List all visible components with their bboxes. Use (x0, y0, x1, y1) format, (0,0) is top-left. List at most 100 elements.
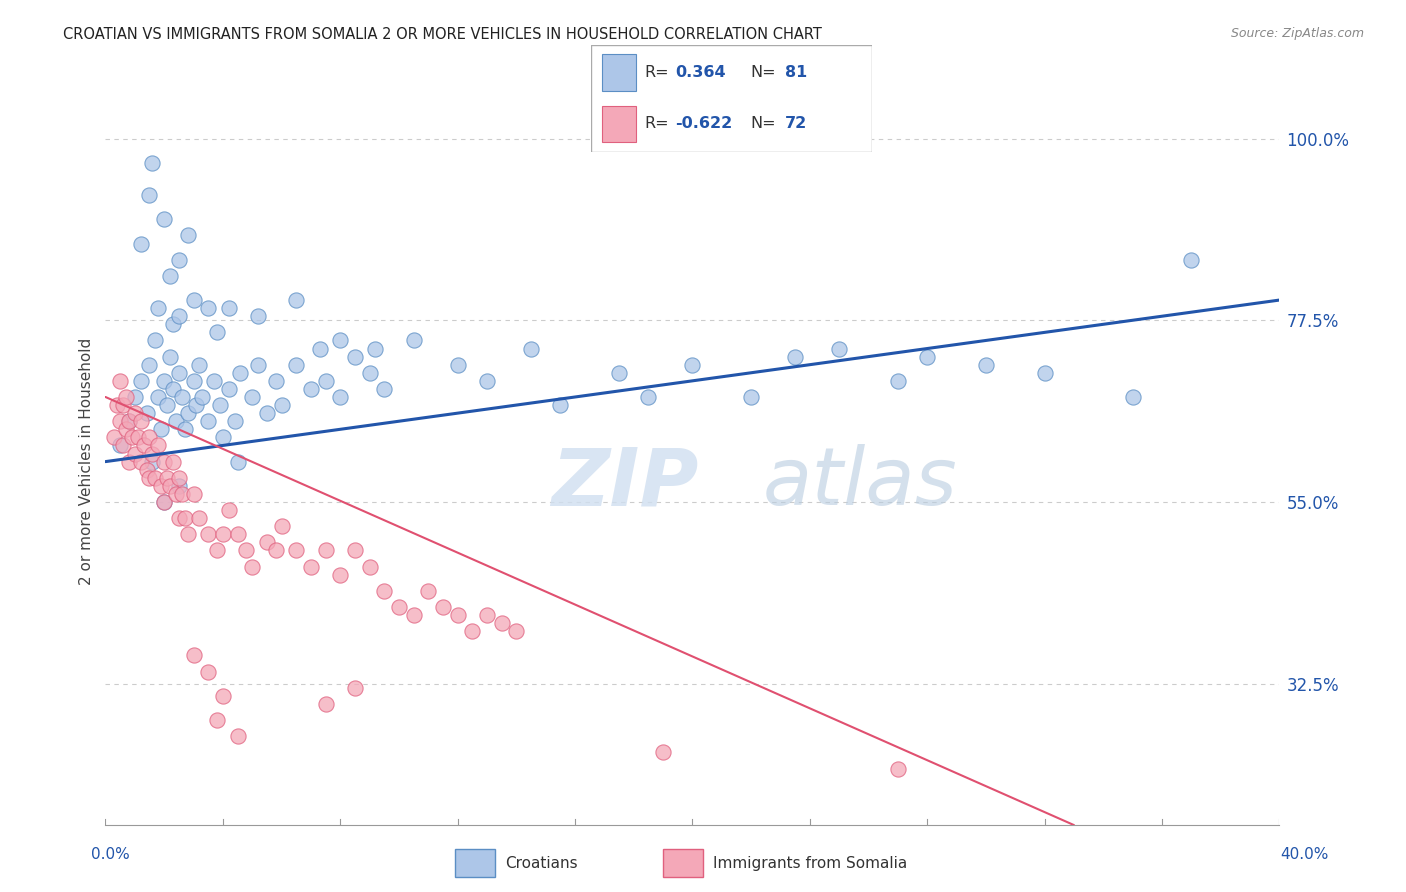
Text: N=: N= (751, 116, 776, 131)
Text: atlas: atlas (763, 444, 957, 523)
Point (343, 350, 366, 364)
Point (828, 342, 851, 356)
Point (1122, 390, 1144, 404)
Point (418, 583, 440, 598)
Point (135, 406, 157, 420)
Point (108, 374, 131, 388)
Point (226, 455, 249, 469)
Point (143, 334, 166, 348)
Point (115, 422, 138, 436)
Point (138, 471, 160, 485)
Point (550, 398, 572, 412)
Point (127, 430, 149, 444)
Point (388, 600, 411, 615)
Point (359, 366, 381, 380)
Point (447, 608, 470, 623)
Point (176, 228, 198, 243)
Point (1180, 252, 1202, 267)
Point (197, 301, 219, 315)
Point (475, 374, 498, 388)
Point (148, 438, 170, 452)
Text: Source: ZipAtlas.com: Source: ZipAtlas.com (1230, 27, 1364, 40)
Point (315, 697, 337, 711)
Point (637, 390, 659, 404)
Point (270, 398, 292, 412)
Point (247, 310, 270, 324)
Text: R=: R= (644, 65, 669, 80)
Point (118, 414, 141, 428)
Point (173, 511, 195, 525)
Point (129, 374, 152, 388)
Point (167, 366, 190, 380)
Text: 72: 72 (785, 116, 807, 131)
Point (264, 374, 287, 388)
Point (520, 342, 543, 356)
Point (176, 406, 198, 420)
Point (159, 350, 181, 364)
Point (315, 543, 337, 558)
Point (447, 358, 470, 372)
Point (129, 414, 152, 428)
Point (682, 358, 704, 372)
Y-axis label: 2 or more Vehicles in Household: 2 or more Vehicles in Household (79, 338, 94, 585)
Point (285, 358, 308, 372)
Point (917, 350, 939, 364)
Point (183, 293, 205, 307)
Point (373, 583, 395, 598)
Point (299, 559, 322, 574)
Point (1033, 366, 1056, 380)
Point (105, 398, 128, 412)
Point (264, 543, 287, 558)
Point (118, 455, 141, 469)
Point (186, 398, 208, 412)
Point (197, 527, 219, 541)
Point (159, 479, 181, 493)
FancyBboxPatch shape (662, 849, 703, 877)
Point (115, 390, 138, 404)
Text: 0.364: 0.364 (675, 65, 725, 80)
Point (285, 543, 308, 558)
Point (240, 390, 263, 404)
Point (167, 252, 190, 267)
Point (315, 374, 337, 388)
Point (129, 236, 152, 251)
Point (491, 616, 513, 631)
Text: 0.0%: 0.0% (91, 847, 131, 862)
Point (188, 358, 211, 372)
Point (112, 398, 135, 412)
Point (162, 318, 184, 332)
Point (256, 535, 278, 549)
Point (887, 762, 910, 776)
Point (197, 665, 219, 679)
Point (364, 342, 387, 356)
Text: 40.0%: 40.0% (1281, 847, 1329, 862)
Point (373, 382, 395, 396)
Point (153, 495, 176, 509)
Point (205, 713, 228, 727)
Point (162, 382, 184, 396)
Text: ZIP: ZIP (551, 444, 699, 523)
Point (167, 479, 190, 493)
Point (143, 471, 166, 485)
FancyBboxPatch shape (602, 105, 636, 142)
Point (652, 746, 675, 760)
Point (270, 519, 292, 533)
Point (240, 559, 263, 574)
Text: 81: 81 (785, 65, 807, 80)
Point (247, 358, 270, 372)
Point (974, 358, 997, 372)
Point (138, 430, 160, 444)
Point (153, 374, 176, 388)
Point (124, 390, 146, 404)
Point (208, 398, 231, 412)
Text: -0.622: -0.622 (675, 116, 733, 131)
Point (211, 527, 233, 541)
Point (402, 334, 425, 348)
Point (108, 438, 131, 452)
Point (167, 310, 190, 324)
Point (402, 608, 425, 623)
Point (150, 422, 173, 436)
Point (159, 268, 181, 283)
Point (141, 446, 163, 460)
Point (607, 366, 630, 380)
